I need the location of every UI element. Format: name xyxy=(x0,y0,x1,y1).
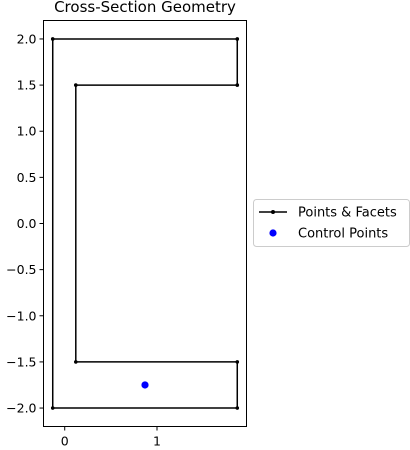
y-tick-label: −1.5 xyxy=(6,354,36,369)
y-tick-label: −1.0 xyxy=(6,308,36,323)
y-tick-label: 2.0 xyxy=(17,31,37,46)
y-tick-label: −0.5 xyxy=(6,262,36,277)
plot-area xyxy=(43,20,247,427)
facet-line xyxy=(51,38,239,409)
series-layer xyxy=(50,37,240,410)
facet-point xyxy=(73,83,78,87)
y-tick-label: 1.0 xyxy=(17,124,37,139)
facet-point xyxy=(50,37,55,41)
legend-control-point-icon xyxy=(269,229,277,237)
facet-point xyxy=(73,360,78,364)
facet-point xyxy=(235,360,240,364)
y-tick-label: −2.0 xyxy=(6,401,36,416)
control-point xyxy=(141,381,149,389)
chart-title: Cross-Section Geometry xyxy=(54,0,236,16)
facet-point xyxy=(235,83,240,87)
y-axis: 2.0 1.5 1.0 0.5 0.0 −0.5 −1.0 −1.5 −2.0 xyxy=(6,31,44,416)
facet-point xyxy=(50,406,55,410)
x-tick-label: 1 xyxy=(153,434,161,449)
y-tick-label: 0.5 xyxy=(17,170,37,185)
facet-point xyxy=(235,406,240,410)
legend-label-control-points: Control Points xyxy=(298,227,388,242)
y-tick-label: 1.5 xyxy=(17,78,37,93)
legend-label-points-facets: Points & Facets xyxy=(298,206,397,221)
legend: Points & Facets Control Points xyxy=(253,199,410,247)
y-tick-label: 0.0 xyxy=(17,216,37,231)
legend-point-icon xyxy=(271,210,275,214)
facet-point xyxy=(235,37,240,41)
x-tick-label: 0 xyxy=(61,434,69,449)
